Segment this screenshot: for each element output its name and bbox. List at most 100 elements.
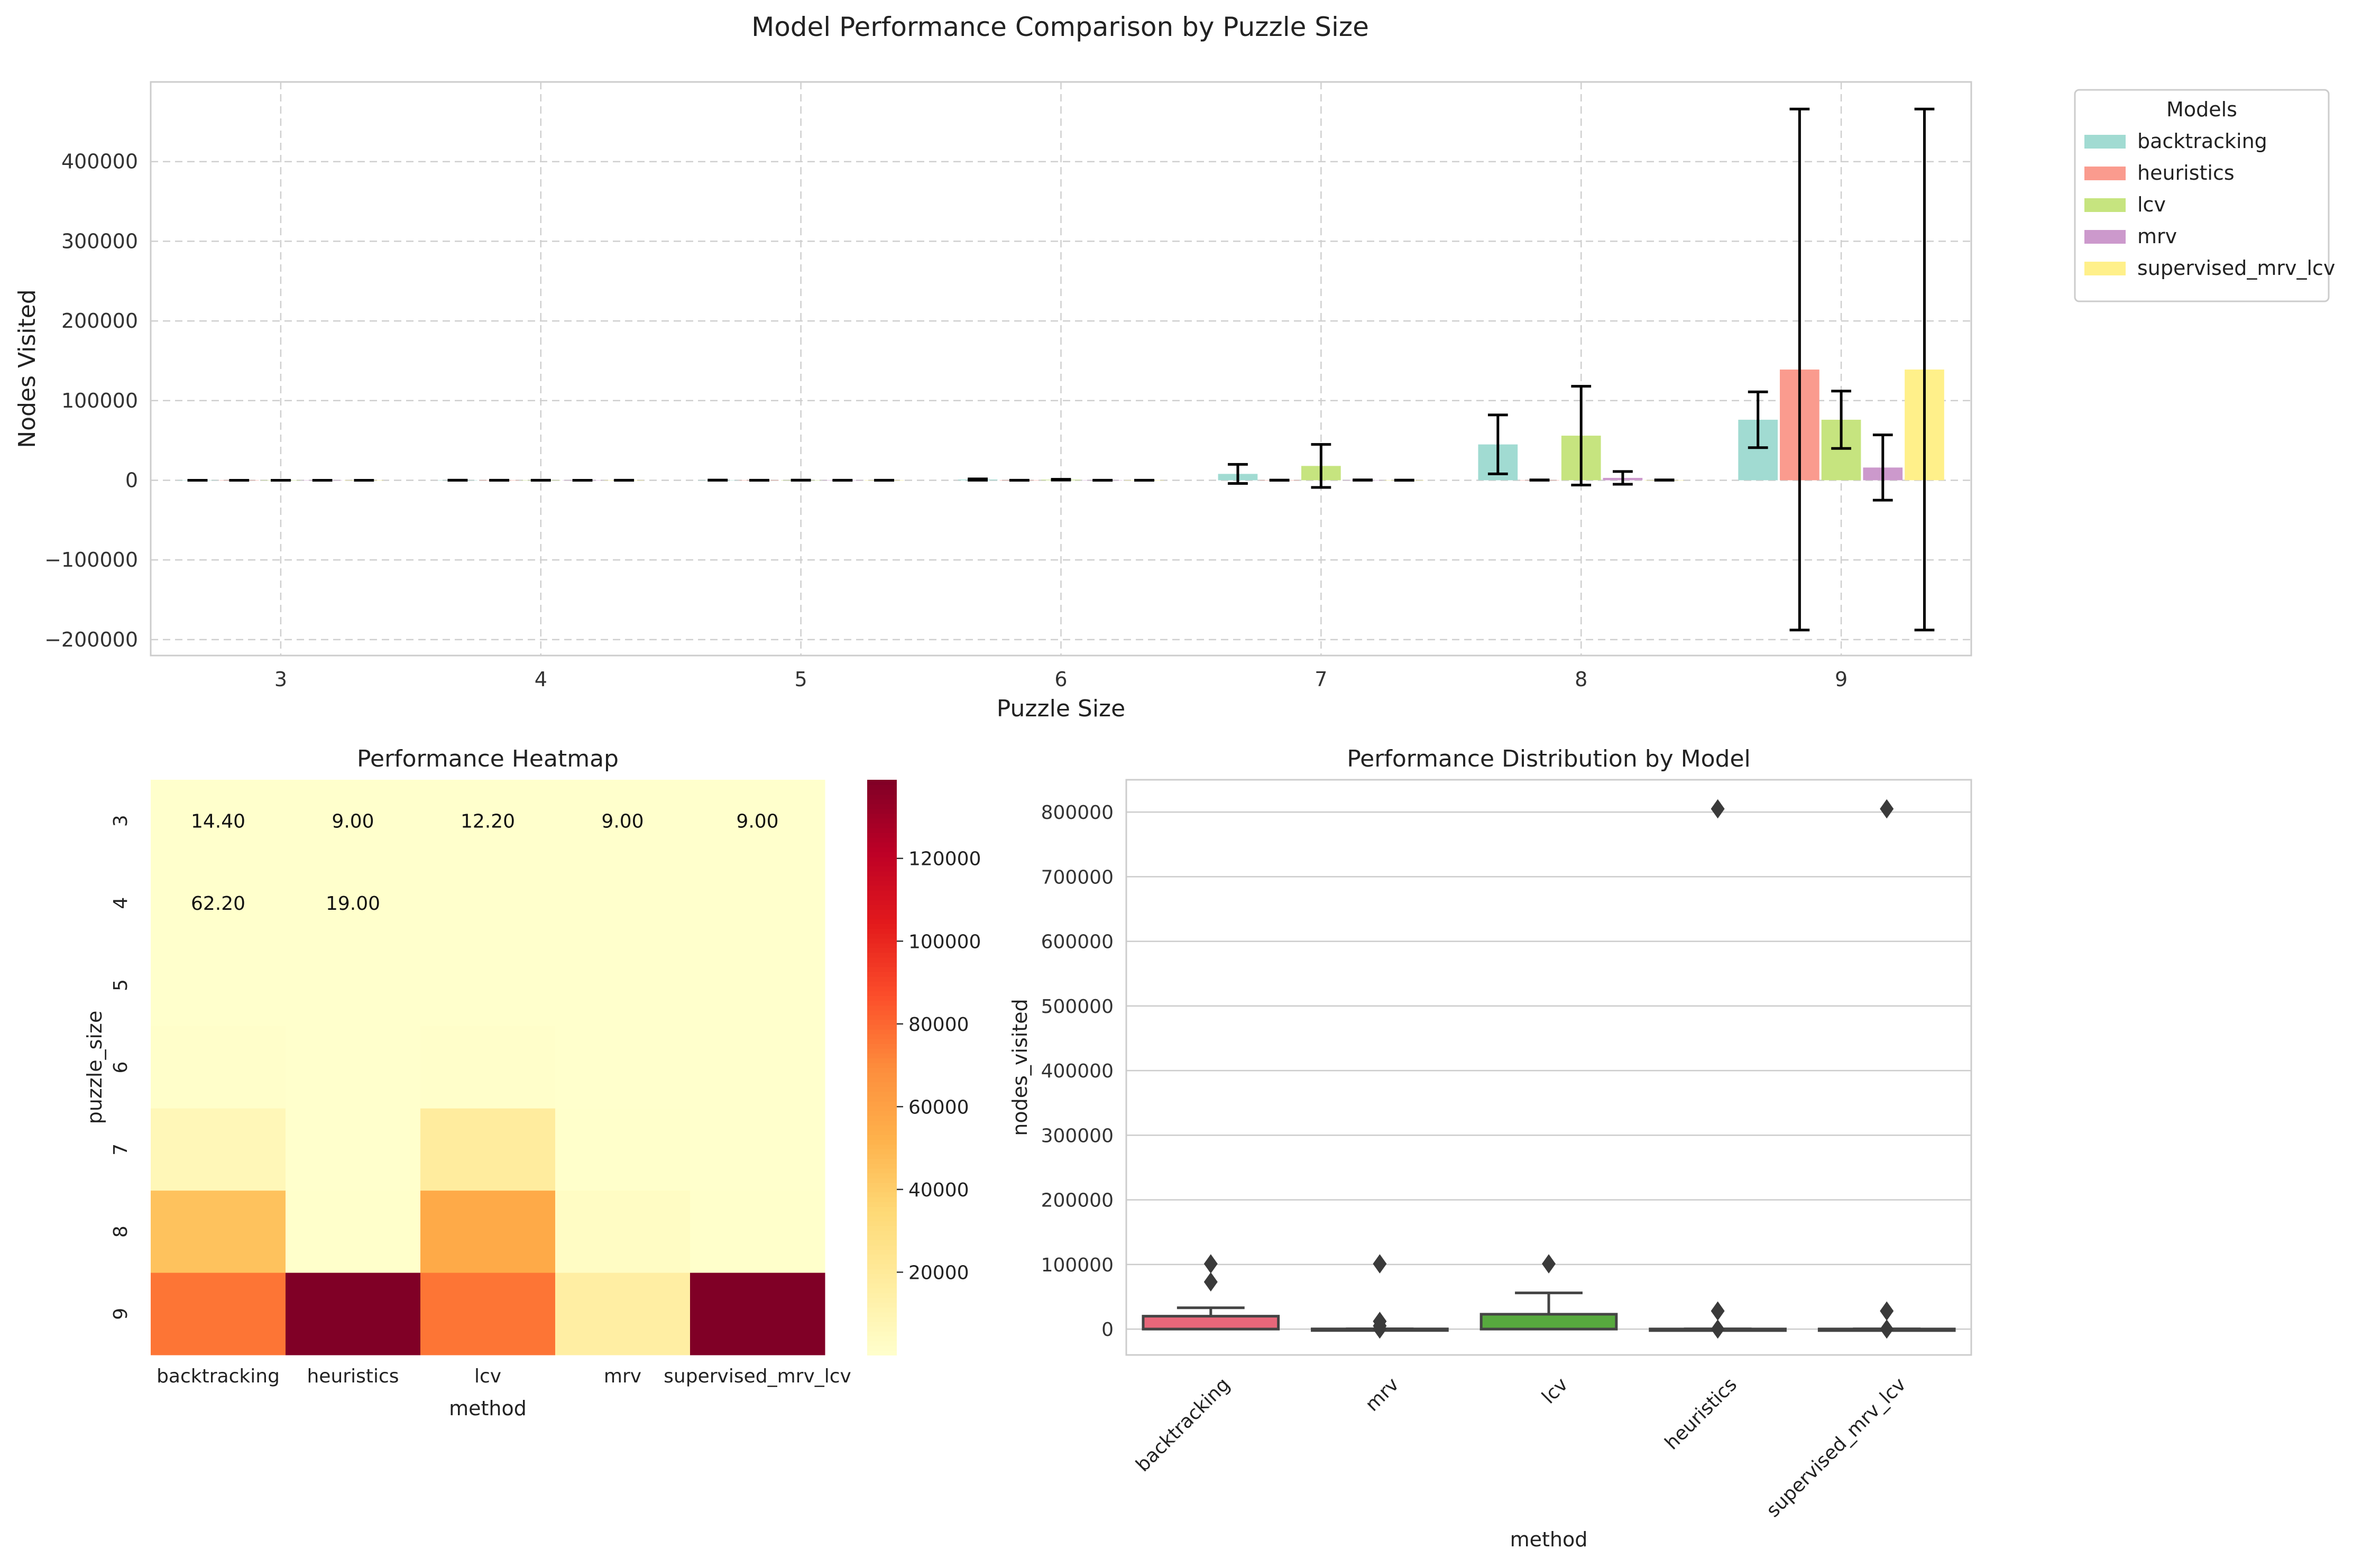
colorbar-segment [867,1000,897,1006]
colorbar-segment [867,1244,897,1250]
colorbar-segment [867,933,897,939]
colorbar-segment [867,799,897,805]
heatmap-cell-annotation: 19.00 [326,893,380,915]
heatmap-cell-annotation: 12.20 [461,811,515,833]
colorbar-segment [867,971,897,977]
bar-chart: −200000 −100000 0 100000 200000 300000 400000 3… [14,81,1972,722]
colorbar-segment [867,1288,897,1294]
colorbar-segment [867,832,897,838]
box-outlier-point [1373,1254,1387,1274]
heatmap-cell-annotation: 9.00 [332,811,374,833]
legend-swatch-mrv [2084,230,2126,244]
heatmap-title: Performance Heatmap [357,745,619,772]
colorbar-segment [867,804,897,809]
colorbar-segment [867,1096,897,1102]
colorbar-segment [867,1019,897,1025]
colorbar-segment [867,837,897,843]
colorbar-segment [867,995,897,1001]
colorbar-segment [867,1077,897,1083]
bar-chart-x-tick-label: 3 [274,668,287,691]
box-plot-y-axis-label: nodes_visited [1008,999,1032,1136]
colorbar-segment [867,1101,897,1106]
colorbar-segment [867,918,897,924]
colorbar-segment [867,1321,897,1327]
heatmap-cell [690,944,825,1027]
box-outlier-point [1711,1301,1725,1321]
colorbar-segment [867,1072,897,1078]
colorbar-segment [867,1154,897,1159]
colorbar-segment [867,808,897,814]
legend-swatch-backtracking [2084,135,2126,149]
colorbar-segment [867,794,897,800]
heatmap-cell [420,1272,556,1355]
colorbar-segment [867,985,897,991]
colorbar-segment [867,1316,897,1322]
bar-chart-y-tick-label: 400000 [61,150,138,173]
legend-frame [2074,89,2330,302]
box-plot-x-tick-label: backtracking [1132,1373,1235,1476]
heatmap-cell [420,1191,556,1274]
bar-chart-y-tick-label: 0 [125,468,138,492]
legend-label-lcv: lcv [2137,193,2166,216]
heatmap-cell [690,862,825,945]
heatmap-cell [286,1272,421,1355]
heatmap-y-tick-label: 6 [110,1062,132,1074]
colorbar-segment [867,780,897,786]
colorbar-segment [867,1134,897,1140]
legend-swatch-lcv [2084,198,2126,212]
colorbar-segment [867,1326,897,1332]
colorbar-segment [867,924,897,929]
heatmap-cell [151,780,286,862]
figure-suptitle: Model Performance Comparison by Puzzle S… [751,12,1369,42]
colorbar-tick-label: 60000 [908,1096,969,1118]
colorbar-segment [867,1115,897,1121]
colorbar-segment [867,1350,897,1355]
colorbar-segment [867,1302,897,1308]
bar-chart-y-tick-label: 100000 [61,389,138,412]
colorbar-segment [867,1211,897,1217]
colorbar-segment [867,1024,897,1030]
bar-chart-y-axis-label: Nodes Visited [14,289,41,448]
box-plot-y-tick-label: 400000 [1041,1060,1114,1082]
heatmap-cell [690,1191,825,1274]
colorbar-tick-label: 100000 [908,931,981,953]
colorbar-segment [867,1005,897,1011]
colorbar-tick-label: 20000 [908,1262,969,1284]
box-plot-y-tick-label: 300000 [1041,1125,1114,1147]
heatmap-x-tick-label: mrv [604,1366,641,1387]
colorbar-segment [867,1057,897,1063]
bar-chart-y-tick-label: 300000 [61,229,138,253]
colorbar-segment [867,947,897,953]
box-lcv [1479,1313,1618,1331]
heatmap-cell [555,1191,691,1274]
colorbar-segment [867,1216,897,1222]
heatmap-cell [286,780,421,862]
colorbar-segment [867,1043,897,1049]
colorbar-segment [867,1297,897,1303]
colorbar-segment [867,914,897,919]
colorbar-segment [867,1230,897,1236]
heatmap-cell-annotation: 9.00 [601,811,644,833]
colorbar-segment [867,1038,897,1044]
colorbar-tick-label: 40000 [908,1179,969,1201]
box-plot-y-tick-label: 800000 [1041,802,1114,824]
heatmap-cell [420,944,556,1027]
heatmap-cell [286,1108,421,1191]
heatmap-chart: 14.40 9.00 12.20 9.00 9.00 62.20 19.00 backtrac… [83,745,851,1420]
bar-chart-x-axis-label: Puzzle Size [997,695,1125,722]
heatmap-y-tick-label: 8 [110,1225,132,1238]
legend-label-heuristics: heuristics [2137,161,2235,185]
colorbar-segment [867,943,897,948]
colorbar-segment [867,1053,897,1058]
heatmap-cell [555,944,691,1027]
heatmap-x-tick-label: supervised_mrv_lcv [664,1366,851,1387]
colorbar-segment [867,1173,897,1178]
heatmap-cell [555,1026,691,1109]
colorbar-segment [867,904,897,910]
bar-chart-y-tick-label: −200000 [44,628,138,651]
colorbar-segment [867,875,897,881]
heatmap-cell [555,1108,691,1191]
colorbar-segment [867,1091,897,1097]
colorbar-segment [867,818,897,824]
